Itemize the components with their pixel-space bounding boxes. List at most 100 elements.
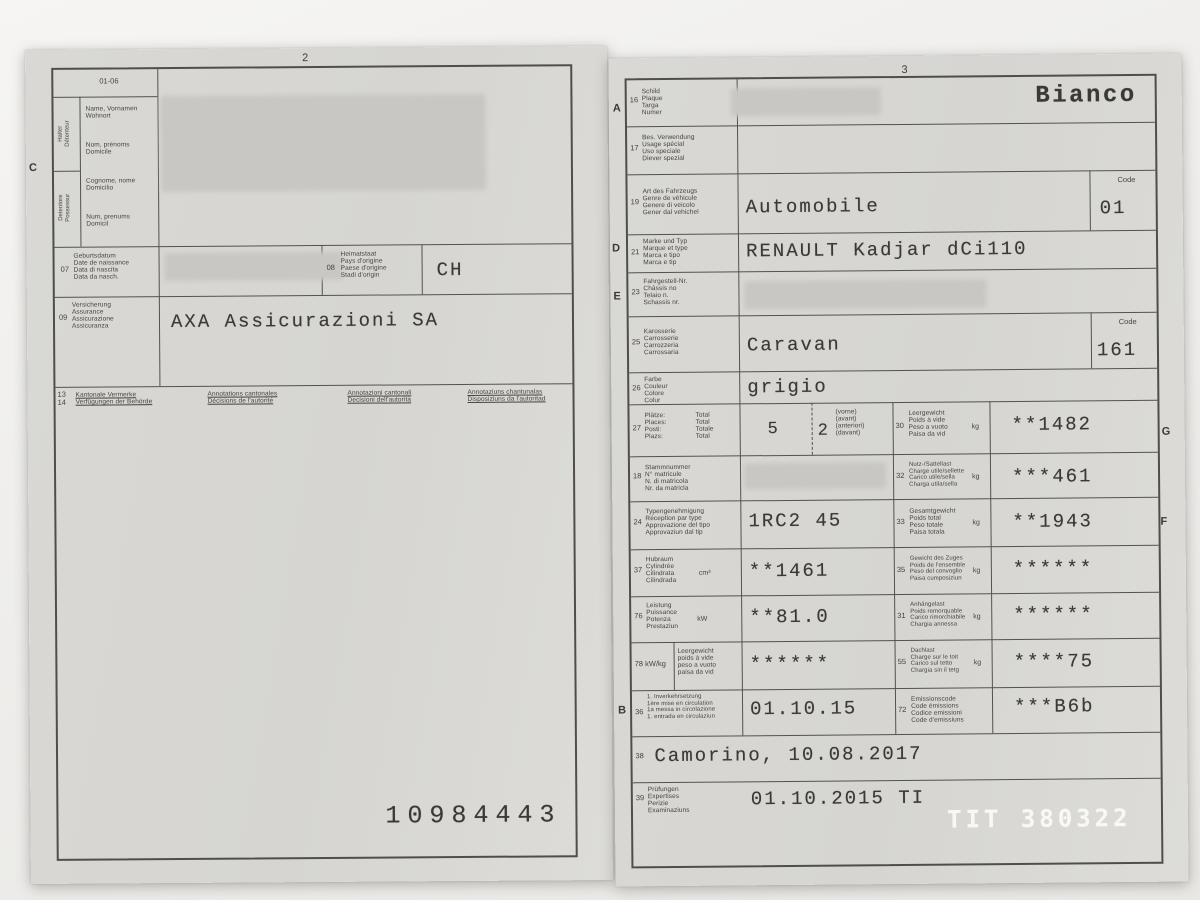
row31-label: Anhängelast Poids remorquable Carico rim… — [910, 601, 966, 628]
plate-redaction-box — [730, 87, 881, 117]
row32-unit: kg — [972, 473, 980, 481]
margin-letter-d: D — [612, 242, 621, 255]
margin-letter-g: G — [1161, 425, 1171, 438]
page-3-table: 16 Schild Plaque Targa Numer Bianco 17 B… — [624, 73, 1164, 869]
row78-number: 78 kW/kg — [634, 659, 666, 669]
row36-number: 36 — [635, 707, 644, 717]
row27-number: 27 — [632, 423, 642, 433]
row76-label: Leistung Puissance Potenza Prestaziun — [646, 601, 679, 631]
row21-label: Marke und Typ Marque et type Marca e tip… — [642, 237, 688, 267]
row78-label: Leergewicht poids à vide peso a vuoto pa… — [677, 647, 717, 676]
body-type-code: 161 — [1096, 338, 1138, 362]
margin-letter-c: C — [28, 161, 37, 175]
issue-place-date-value: Camorino, 10.08.2017 — [654, 742, 923, 768]
displacement-value: **1461 — [748, 559, 830, 583]
stammnummer-redaction-box — [743, 462, 887, 490]
row37-unit: cm³ — [698, 569, 711, 577]
owner-label-fr: Nom, prénoms Domicile — [85, 141, 130, 156]
payload-value: ***461 — [1011, 465, 1093, 489]
row30-number: 30 — [895, 420, 904, 431]
margin-letter-b: B — [618, 704, 627, 717]
row35-label: Gewicht des Zuges Poids de l'ensemble Pe… — [909, 555, 966, 582]
row23-number: 23 — [631, 287, 640, 297]
row33-number: 33 — [896, 516, 905, 527]
row25-code-label: Code — [1118, 316, 1137, 327]
row16-number: 16 — [629, 95, 639, 105]
power-value: **81.0 — [749, 605, 830, 629]
serial-number: 10984443 — [385, 800, 562, 831]
row08-number: 08 — [326, 262, 335, 272]
seats-front-note: (vorne) (avant) (anteriori) (davant) — [835, 408, 865, 437]
total-weight-value: **1943 — [1012, 510, 1093, 534]
row09-number: 09 — [58, 312, 68, 322]
row19-code-label: Code — [1117, 174, 1136, 185]
cantonal-notes-rm: Annotaziuns chantunalas Disposiziuns da … — [467, 388, 546, 403]
row76-number: 76 — [634, 611, 643, 621]
row39-number: 39 — [635, 793, 645, 803]
row32-label: Nutz-/Sattellast Charge utile/sellette C… — [908, 461, 965, 488]
row19-label: Art des Fahrzeugs Genre de véhicule Gene… — [642, 187, 699, 217]
row31-number: 31 — [897, 610, 906, 621]
holder-vertical-label-2: Detentore Possessur — [58, 193, 72, 222]
row1314-numbers: 13 14 — [57, 389, 66, 407]
margin-letter-e: E — [613, 290, 621, 303]
field-range-label: 01-06 — [99, 76, 119, 86]
seats-front-value: 2 — [817, 421, 830, 441]
page-2-number: 2 — [302, 52, 309, 65]
row27-label-right: Total Total Totale Total — [695, 411, 714, 440]
row24-label: Typengenehmigung Réception par type Appr… — [645, 507, 711, 537]
row55-label: Dachlast Charge sur le toit Carico sul t… — [910, 647, 960, 674]
first-registration-value: 01.10.15 — [749, 697, 858, 721]
row55-number: 55 — [897, 656, 907, 667]
owner-label-it: Cognome, nome Domicilio — [85, 177, 136, 192]
margin-letter-f: F — [1160, 515, 1168, 528]
row37-label: Hubraum Cylindrée Cilindrata Cilindrada — [645, 555, 677, 585]
vehicle-type-value: Automobile — [745, 195, 880, 219]
page-2-table: 01-06 Halter Détenteur Detentore Possess… — [51, 64, 578, 861]
row35-unit: kg — [972, 567, 981, 575]
owner-label-de: Name, Vornamen Wohnort — [85, 105, 138, 120]
row39-label: Prüfungen Expertises Perizie Examinaziun… — [647, 785, 690, 815]
cantonal-notes-de: Kantonale Vermerke Verfügungen der Behör… — [75, 391, 153, 406]
row31-unit: kg — [973, 613, 981, 621]
page-3-number: 3 — [901, 63, 908, 76]
row17-label: Bes. Verwendung Usage spécial Uso specia… — [642, 133, 695, 163]
chassis-redaction-box — [744, 279, 987, 310]
row21-number: 21 — [631, 247, 640, 257]
row16-label: Schild Plaque Targa Numer — [641, 88, 663, 117]
origin-country-value: CH — [436, 258, 464, 282]
emission-code-value: ***B6b — [1013, 695, 1095, 719]
insurance-value: AXA Assicurazioni SA — [170, 309, 440, 334]
row26-number: 26 — [632, 383, 641, 393]
row38-number: 38 — [635, 751, 644, 761]
row18-number: 18 — [633, 471, 642, 481]
row30-label: Leergewicht Poids à vide Peso a vuoto Pa… — [908, 409, 948, 438]
row25-label: Karosserie Carrosserie Carrozzeria Carro… — [643, 327, 679, 357]
row30-unit: kg — [971, 423, 980, 431]
margin-letter-a: A — [612, 102, 621, 115]
row23-label: Fahrgestell-Nr. Châssis no Telaio n. Sch… — [643, 277, 688, 307]
birthdate-redaction-box — [164, 251, 343, 282]
row36-label: 1. Inverkehrsetzung 1ère mise en circula… — [646, 693, 716, 720]
trailer-weight-value: ****** — [1013, 603, 1094, 627]
row09-label: Versicherung Assurance Assicurazione Ass… — [71, 301, 114, 330]
holder-vertical-label-1: Halter Détenteur — [57, 120, 71, 147]
cantonal-notes-it: Annotazioni cantonali Decisioni dell'aut… — [347, 389, 412, 404]
row72-label: Emissionscode Code émissions Codice emis… — [910, 695, 964, 724]
row33-unit: kg — [972, 519, 980, 527]
row07-number: 07 — [60, 264, 70, 274]
registration-page-2: 2 C 01-06 Halter Détenteur Detentore Pos… — [25, 45, 613, 885]
row26-label: Farbe Couleur Colore Colur — [644, 376, 668, 405]
vehicle-type-code: 01 — [1099, 197, 1127, 220]
registration-page-3: 3 A D E B G F 16 Schild Plaque Targa Num… — [608, 53, 1189, 887]
cantonal-notes-fr: Annotations cantonales Décisions de l'au… — [207, 390, 278, 405]
row18-label: Stammnummer N° matricule N. di matricola… — [644, 463, 691, 493]
row76-unit: kW — [697, 615, 708, 623]
row25-number: 25 — [631, 337, 641, 347]
power-weight-ratio-value: ****** — [749, 652, 831, 676]
plate-color-value: Bianco — [1035, 81, 1137, 110]
make-type-value: RENAULT Kadjar dCi110 — [745, 237, 1028, 263]
row17-number: 17 — [630, 143, 639, 153]
row19-number: 19 — [630, 197, 640, 207]
owner-redaction-box — [160, 93, 487, 193]
